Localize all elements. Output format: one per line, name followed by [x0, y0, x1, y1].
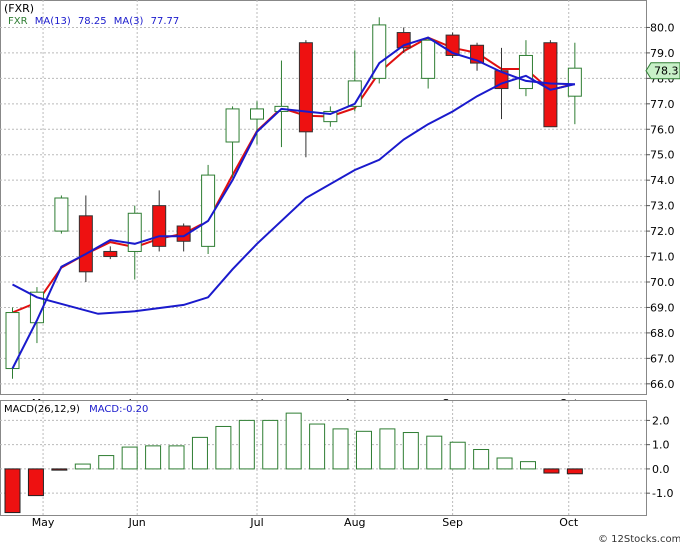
candle-up	[250, 108, 264, 120]
slow-ma-path	[12, 74, 576, 315]
legend-ma3-label: MA(3)	[114, 16, 144, 27]
macd-bar-positive	[402, 432, 419, 470]
candle-up	[323, 110, 338, 123]
macd-bar-positive	[168, 445, 185, 470]
macd-bar-positive	[74, 463, 91, 470]
candle-down	[103, 250, 118, 258]
price-panel: 66.0 67.0 68.0 69.0 70.0 71.0 72.0 73.0 74.0 75.0…	[0, 0, 680, 410]
last-price-marker: 78.3	[645, 62, 680, 80]
macd-bar-positive	[191, 436, 208, 470]
macd-bar-negative	[543, 468, 560, 474]
macd-month-label: May	[32, 516, 55, 529]
macd-month-label: Sep	[442, 516, 463, 529]
macd-month-label: Oct	[559, 516, 579, 529]
candle-down	[152, 205, 167, 247]
macd-month-label: Aug	[344, 516, 365, 529]
last-price-value: 78.3	[654, 65, 679, 78]
macd-bar-positive	[519, 461, 536, 470]
candle-down	[298, 42, 313, 133]
candle-up	[54, 197, 69, 232]
macd-bar-positive	[309, 423, 326, 470]
price-ytick-label: 79.0	[650, 47, 675, 60]
candle-up	[127, 212, 142, 252]
price-ytick-label: 71.0	[650, 251, 675, 264]
price-ytick-label: 66.0	[650, 378, 675, 391]
last-price-box	[645, 62, 680, 80]
price-ytick-label: 74.0	[650, 174, 675, 187]
legend-ma13-label: MA(13)	[35, 16, 71, 27]
macd-ytick-label: 2.0	[652, 414, 670, 427]
price-legend: (FXR) FXR MA(13) 78.25 MA(3) 77.77	[4, 2, 179, 27]
macd-bar-positive	[262, 419, 279, 470]
macd-y-axis: 2.0 1.0 0.0 -1.0	[646, 414, 673, 500]
macd-bar-positive	[496, 457, 513, 470]
ticker-label: (FXR)	[4, 2, 34, 15]
macd-bar-positive	[121, 446, 138, 470]
macd-title: MACD(26,12,9)	[4, 404, 80, 415]
macd-x-axis: May Jun Jul Aug Sep Oct	[32, 516, 579, 529]
macd-bar-positive	[215, 425, 232, 470]
candle-up	[421, 39, 436, 79]
macd-ytick-label: -1.0	[652, 487, 673, 500]
price-ytick-label: 76.0	[650, 123, 675, 136]
macd-bar-positive	[332, 428, 349, 470]
macd-bar-negative	[51, 468, 68, 471]
candle-up	[201, 174, 216, 247]
price-plot-area	[0, 0, 647, 395]
legend-ma13-value: 78.25	[78, 16, 107, 27]
candlesticks	[5, 17, 582, 379]
macd-bar-positive	[473, 449, 490, 470]
macd-month-label: Jul	[249, 516, 263, 529]
macd-bar-positive	[449, 441, 466, 470]
macd-bar-positive	[285, 412, 302, 470]
macd-month-label: Jun	[128, 516, 146, 529]
legend-ma3-value: 77.77	[151, 16, 180, 27]
candle-up	[518, 54, 533, 90]
macd-value: MACD:-0.20	[89, 404, 148, 415]
legend-fxr: FXR	[8, 16, 28, 27]
candle-up	[372, 24, 387, 79]
price-gridlines	[0, 0, 646, 394]
macd-ytick-label: 0.0	[652, 463, 670, 476]
price-ytick-label: 68.0	[650, 327, 675, 340]
candle-up	[567, 67, 582, 97]
macd-bar-positive	[145, 445, 162, 470]
candle-up	[5, 312, 20, 370]
price-ytick-label: 67.0	[650, 352, 675, 365]
macd-bar-positive	[98, 455, 115, 470]
macd-ytick-label: 1.0	[652, 439, 670, 452]
svg-text:FXR MA(13) 78.: FXR MA(13) 78.25 MA(3) 77.77	[8, 16, 179, 27]
macd-legend: MACD(26,12,9) MACD:-0.20	[4, 404, 148, 415]
price-ytick-label: 70.0	[650, 276, 675, 289]
macd-bar-negative	[27, 468, 44, 497]
macd-bar-positive	[355, 430, 372, 470]
ma13-path	[11, 36, 575, 369]
macd-bars	[4, 412, 583, 514]
ma13-line	[11, 36, 576, 369]
price-ytick-label: 80.0	[650, 21, 675, 34]
price-ytick-label: 73.0	[650, 200, 675, 213]
macd-bar-negative	[566, 468, 583, 475]
price-ytick-label: 77.0	[650, 98, 675, 111]
price-ytick-label: 72.0	[650, 225, 675, 238]
candle-up	[225, 108, 240, 143]
candle-down	[543, 42, 558, 128]
macd-bar-negative	[4, 468, 21, 514]
macd-bar-positive	[238, 419, 255, 470]
watermark: © 12Stocks.com	[598, 534, 680, 545]
macd-bar-positive	[379, 428, 396, 470]
price-ytick-label: 75.0	[650, 149, 675, 162]
macd-panel: 2.0 1.0 0.0 -1.0 May Jun Jul Aug Sep Oct MACD(26…	[0, 400, 673, 529]
price-ytick-label: 69.0	[650, 301, 675, 314]
macd-bar-positive	[426, 435, 443, 470]
candle-down	[176, 225, 191, 242]
candle-down	[78, 215, 93, 273]
